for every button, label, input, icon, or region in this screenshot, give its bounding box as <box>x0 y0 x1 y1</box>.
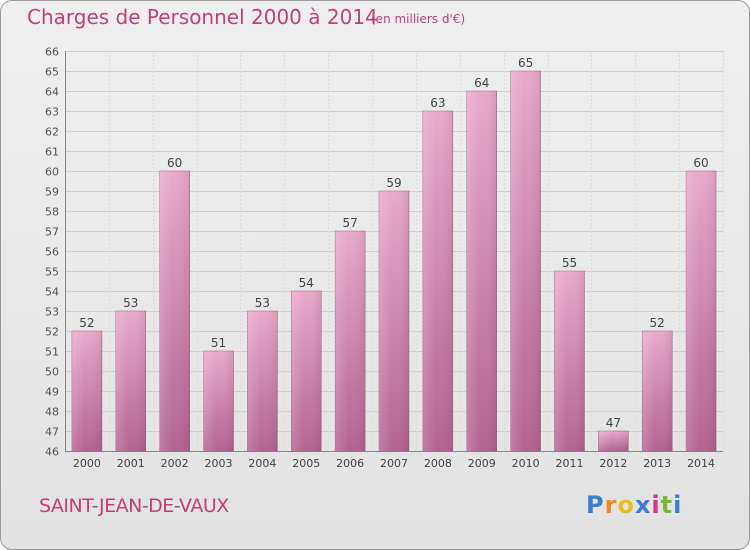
value-label-2012: 47 <box>606 416 621 430</box>
y-tick-label: 50 <box>45 366 59 379</box>
logo-letter: o <box>617 491 635 519</box>
value-label-2013: 52 <box>650 316 665 330</box>
value-label-2000: 52 <box>79 316 94 330</box>
y-tick-label: 58 <box>45 206 59 219</box>
data-labels: 52 53 60 51 53 54 57 59 63 64 65 55 47 52 60 <box>79 56 708 430</box>
bar-shine-2012 <box>598 431 629 451</box>
y-tick-label: 51 <box>45 346 59 359</box>
y-tick-label: 63 <box>45 106 59 119</box>
y-tick-label: 57 <box>45 226 59 239</box>
value-label-2003: 51 <box>211 336 226 350</box>
bar-shine-2013 <box>642 331 673 451</box>
chart-title: Charges de Personnel 2000 à 2014 <box>27 5 378 29</box>
x-tick-label-2006: 2006 <box>336 457 364 470</box>
value-label-2006: 57 <box>342 216 357 230</box>
y-tick-label: 46 <box>45 446 59 459</box>
y-tick-label: 62 <box>45 126 59 139</box>
x-tick-label-2001: 2001 <box>117 457 145 470</box>
bar-shine-2001 <box>115 311 146 451</box>
bar-shine-2014 <box>686 171 717 451</box>
location-name: SAINT-JEAN-DE-VAUX <box>39 495 229 517</box>
bar-shine-2010 <box>510 71 541 451</box>
y-tick-label: 53 <box>45 306 59 319</box>
logo-letter: t <box>660 491 674 519</box>
logo-letter: i <box>651 491 661 519</box>
bar-shine-2008 <box>422 111 453 451</box>
y-tick-label: 54 <box>45 286 59 299</box>
bar-shine-2011 <box>554 271 585 451</box>
bar-shine-2003 <box>203 351 234 451</box>
x-tick-label-2013: 2013 <box>643 457 671 470</box>
chart-subtitle: (en milliers d'€) <box>371 12 466 26</box>
x-tick-label-2002: 2002 <box>161 457 189 470</box>
y-tick-label: 47 <box>45 426 59 439</box>
y-tick-label: 49 <box>45 386 59 399</box>
logo-letter: r <box>604 491 618 519</box>
x-tick-label-2007: 2007 <box>380 457 408 470</box>
x-tick-label-2000: 2000 <box>73 457 101 470</box>
x-tick-label-2009: 2009 <box>468 457 496 470</box>
y-tick-label: 56 <box>45 246 59 259</box>
y-tick-label: 48 <box>45 406 59 419</box>
value-label-2007: 59 <box>386 176 401 190</box>
bars <box>71 70 717 452</box>
x-tick-label-2011: 2011 <box>555 457 583 470</box>
bar-shine-2006 <box>335 231 366 451</box>
value-label-2008: 63 <box>430 96 445 110</box>
x-tick-label-2005: 2005 <box>292 457 320 470</box>
y-tick-label: 64 <box>45 86 59 99</box>
x-tick-label-2012: 2012 <box>599 457 627 470</box>
x-tick-label-2003: 2003 <box>205 457 233 470</box>
proxiti-logo: Proxiti <box>586 491 682 519</box>
value-label-2004: 53 <box>255 296 270 310</box>
logo-letter: P <box>586 491 605 519</box>
y-tick-label: 61 <box>45 146 59 159</box>
value-label-2014: 60 <box>693 156 708 170</box>
value-label-2002: 60 <box>167 156 182 170</box>
y-tick-label: 65 <box>45 66 59 79</box>
logo-letter: i <box>673 491 683 519</box>
x-tick-label-2008: 2008 <box>424 457 452 470</box>
x-tick-label-2004: 2004 <box>248 457 276 470</box>
bar-shine-2004 <box>247 311 278 451</box>
y-tick-label: 66 <box>45 46 59 59</box>
y-tick-label: 59 <box>45 186 59 199</box>
value-label-2010: 65 <box>518 56 533 70</box>
x-tick-label-2010: 2010 <box>512 457 540 470</box>
y-tick-label: 55 <box>45 266 59 279</box>
logo-letter: x <box>634 491 652 519</box>
value-label-2005: 54 <box>299 276 314 290</box>
bar-shine-2007 <box>379 191 409 451</box>
x-tick-label-2014: 2014 <box>687 457 715 470</box>
value-label-2009: 64 <box>474 76 489 90</box>
y-tick-label: 60 <box>45 166 59 179</box>
bar-shine-2005 <box>291 291 322 451</box>
bar-shine-2009 <box>466 91 497 451</box>
bar-shine-2002 <box>159 171 190 451</box>
axes: 46 47 48 49 50 51 52 53 54 55 56 57 58 59 60 61 62 63 64 65… <box>45 46 723 470</box>
value-label-2011: 55 <box>562 256 577 270</box>
y-tick-label: 52 <box>45 326 59 339</box>
value-label-2001: 53 <box>123 296 138 310</box>
bar-shine-2000 <box>71 331 102 451</box>
